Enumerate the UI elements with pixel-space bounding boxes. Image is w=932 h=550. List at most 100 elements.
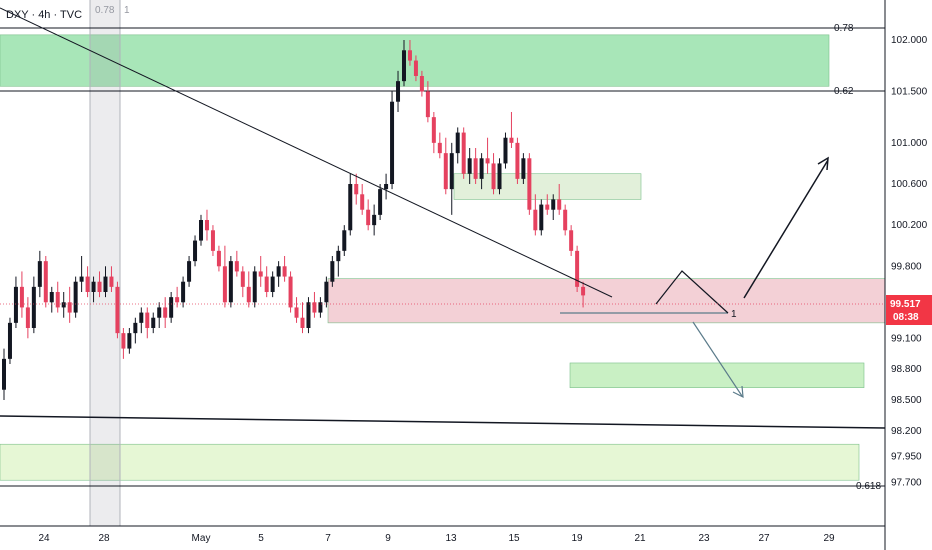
faded-index: 1 [124, 5, 130, 16]
candle [491, 153, 496, 195]
candle [360, 184, 365, 215]
candle [461, 127, 466, 179]
candle [91, 276, 96, 303]
candle [31, 276, 36, 334]
candle [575, 245, 580, 292]
price-value: 99.517 [890, 299, 921, 310]
y-tick-label: 102.000 [891, 35, 928, 46]
candle [551, 194, 556, 220]
candle [312, 292, 317, 318]
candle [366, 199, 371, 231]
candle [318, 297, 323, 318]
x-tick-labels: 24 28 May 5 7 9 13 15 19 21 23 27 29 [38, 533, 835, 544]
y-tick-label: 98.200 [891, 426, 922, 437]
candle [521, 153, 526, 184]
candle [157, 302, 162, 328]
candle [163, 297, 168, 328]
candle [85, 266, 90, 298]
y-tick-label: 97.700 [891, 477, 922, 488]
faded-value: 0.78 [95, 5, 115, 16]
candle [151, 312, 156, 334]
marker-label: 1 [731, 309, 737, 320]
fib-zone [0, 443, 860, 481]
candle [354, 173, 359, 205]
x-tick-label: 7 [325, 533, 331, 544]
candle [372, 204, 377, 236]
candle [407, 40, 412, 66]
y-tick-label: 101.000 [891, 138, 928, 149]
candle [79, 256, 84, 292]
candle [467, 148, 472, 184]
candle [199, 214, 204, 246]
candle [67, 286, 72, 323]
candle [569, 225, 574, 256]
candle [246, 271, 251, 308]
y-tick-label: 101.500 [891, 86, 928, 97]
candle [127, 328, 132, 354]
candle [19, 271, 24, 318]
y-tick-label: 98.800 [891, 364, 922, 375]
candle [425, 81, 430, 123]
candle [509, 112, 514, 148]
up-arrow [743, 159, 829, 299]
candle [49, 286, 54, 313]
x-tick-label: 5 [258, 533, 264, 544]
fib-078-label: 0.78 [834, 23, 854, 34]
candle [109, 266, 114, 292]
x-tick-label: 28 [98, 533, 110, 544]
candle [396, 70, 401, 112]
candle [276, 261, 281, 287]
candle [139, 307, 144, 334]
y-tick-label: 98.500 [891, 395, 922, 406]
candle [419, 70, 424, 97]
candle [103, 266, 108, 298]
candle [455, 127, 460, 164]
candle [581, 281, 586, 308]
candle [401, 40, 406, 87]
candle [222, 245, 227, 308]
x-tick-label: 15 [508, 533, 520, 544]
candle [2, 348, 6, 400]
candle [503, 132, 508, 169]
candle [210, 225, 215, 256]
candle [121, 328, 126, 359]
candle [336, 245, 341, 277]
chart-title: DXY · 4h · TVC [6, 9, 82, 21]
y-tick-label: 99.800 [891, 261, 922, 272]
x-tick-label: May [192, 533, 211, 544]
candle [330, 256, 335, 287]
candle [193, 235, 198, 267]
demand-zone [327, 278, 886, 324]
candle [306, 297, 311, 334]
candle [270, 271, 275, 298]
price-axis [0, 0, 886, 550]
y-tick-label: 97.950 [891, 452, 922, 463]
candle [324, 276, 329, 308]
candle [264, 266, 269, 298]
candle [187, 256, 192, 287]
x-tick-label: 13 [445, 533, 457, 544]
candle [282, 256, 287, 282]
down-arrow-head [732, 385, 744, 399]
candle [294, 297, 299, 323]
candle [413, 55, 418, 82]
support-line[interactable] [0, 415, 886, 429]
y-tick-label: 100.200 [891, 220, 928, 231]
x-tick-label: 27 [758, 533, 770, 544]
candle [55, 281, 60, 313]
candle [533, 194, 538, 236]
candle [342, 225, 347, 256]
fib-0618-label: 0.618 [856, 481, 881, 492]
candle [181, 276, 186, 308]
y-tick-label: 100.600 [891, 179, 928, 190]
candle [169, 292, 174, 323]
candle [61, 292, 66, 318]
candle [479, 153, 484, 190]
candle [300, 302, 305, 334]
candle [43, 256, 48, 308]
candle [384, 173, 389, 200]
candle [37, 250, 42, 298]
x-tick-label: 19 [571, 533, 583, 544]
trendline-down[interactable] [0, 7, 613, 298]
